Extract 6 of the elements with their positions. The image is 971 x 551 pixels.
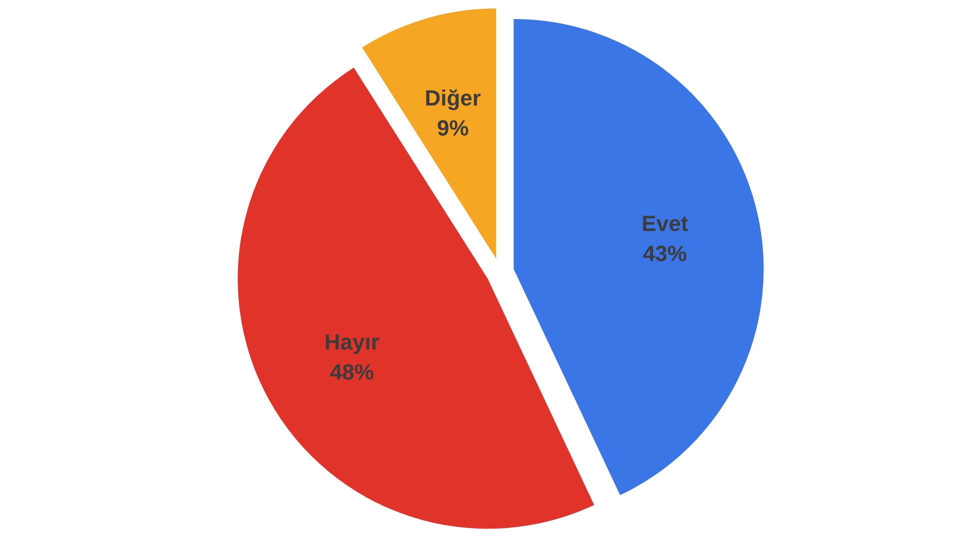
slice-label: Evet xyxy=(642,211,689,236)
data-label: 48% xyxy=(330,359,374,384)
data-label: 43% xyxy=(642,241,687,266)
slice-label: Hayır xyxy=(324,329,380,354)
slice-label: Diğer xyxy=(424,86,482,111)
data-label: 9% xyxy=(436,116,469,141)
